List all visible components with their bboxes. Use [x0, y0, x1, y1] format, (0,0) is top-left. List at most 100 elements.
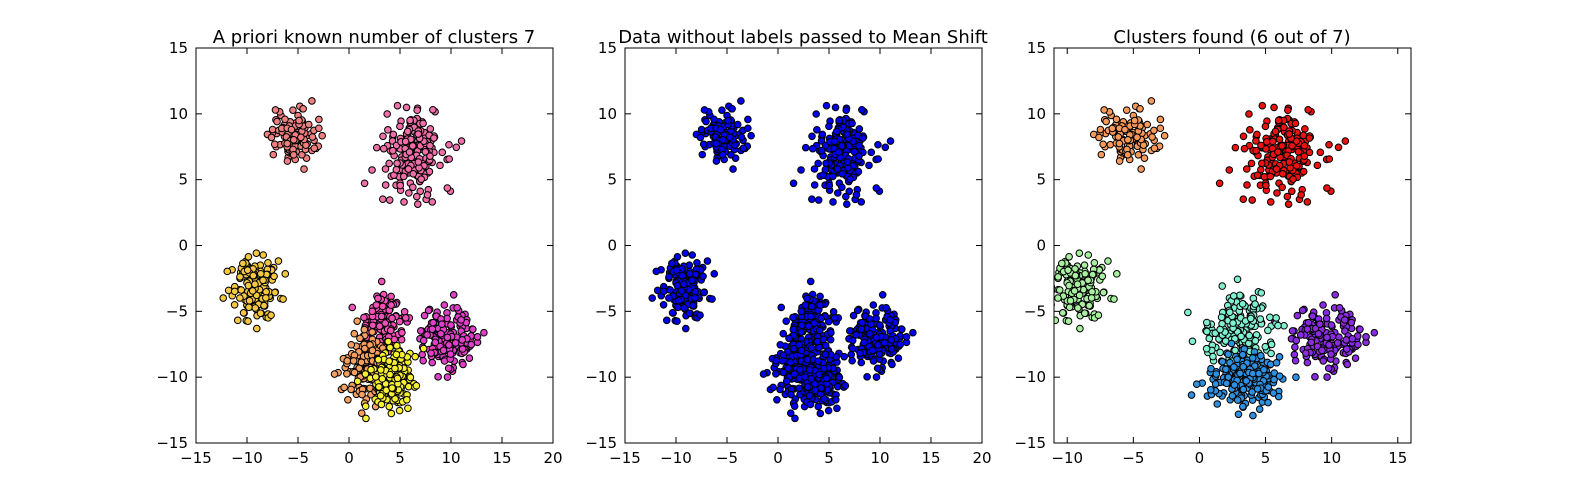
scatter-point [376, 391, 385, 400]
x-tick-label: 0 [1195, 449, 1205, 467]
scatter-point [1233, 396, 1242, 404]
scatter-point [1304, 318, 1313, 327]
scatter-point [1071, 271, 1080, 280]
scatter-point [1261, 342, 1270, 351]
scatter-point [1266, 172, 1275, 181]
scatter-point [673, 317, 681, 325]
scatter-point [816, 301, 824, 309]
scatter-point [1275, 372, 1284, 380]
scatter-point [814, 159, 822, 168]
scatter-point [801, 143, 810, 152]
scatter-point [406, 116, 414, 125]
scatter-point [859, 134, 867, 142]
scatter-point [1234, 410, 1243, 419]
scatter-point [1054, 294, 1062, 302]
scatter-point [815, 370, 823, 379]
scatter-point [1318, 346, 1326, 355]
scatter-point [343, 357, 352, 365]
scatter-point [400, 308, 409, 316]
scatter-point [680, 280, 688, 289]
scatter-point [405, 148, 414, 156]
scatter-point [797, 307, 806, 316]
scatter-point [776, 340, 785, 349]
scatter-point [1230, 363, 1238, 371]
scatter-point [718, 106, 726, 114]
scatter-point [440, 301, 449, 309]
scatter-point [279, 295, 287, 303]
scatter-point [847, 350, 856, 359]
scatter-point [1324, 364, 1333, 373]
scatter-point [1115, 157, 1124, 165]
y-tick-label: 15 [1027, 39, 1046, 57]
x-tick-label: 5 [1261, 449, 1271, 467]
scatter-point [699, 140, 708, 149]
scatter-point [1313, 161, 1322, 170]
scatter-point [427, 349, 435, 357]
scatter-point [1213, 400, 1222, 408]
scatter-point [1303, 358, 1312, 367]
scatter-point [887, 345, 896, 353]
scatter-point [831, 103, 840, 112]
scatter-point [848, 119, 856, 128]
scatter-point [1267, 340, 1276, 349]
scatter-point [1264, 326, 1272, 335]
scatter-point [368, 321, 377, 330]
y-tick-label: −15 [1014, 434, 1046, 452]
scatter-point [826, 335, 835, 344]
scatter-point [1356, 325, 1364, 334]
scatter-point [1222, 365, 1230, 374]
scatter-point [1267, 349, 1275, 358]
scatter-point [874, 155, 882, 163]
scatter-point [223, 267, 232, 276]
scatter-point [842, 106, 850, 115]
scatter-point [830, 314, 839, 322]
scatter-point [1273, 189, 1281, 197]
scatter-point [388, 384, 396, 392]
scatter-point [419, 336, 428, 345]
scatter-point [800, 373, 809, 381]
scatter-point [1248, 388, 1256, 396]
scatter-point [804, 322, 813, 331]
scatter-point [411, 352, 419, 361]
scatter-point [449, 291, 458, 299]
scatter-point [1348, 334, 1357, 343]
scatter-point [1218, 282, 1227, 290]
scatter-point [1097, 150, 1106, 159]
x-tick-label: 15 [921, 449, 940, 467]
scatter-point [361, 402, 370, 411]
scatter-point [1248, 196, 1256, 204]
scatter-point [648, 294, 657, 302]
scatter-point [404, 382, 413, 391]
scatter-point [1341, 316, 1349, 324]
scatter-point [726, 133, 734, 142]
scatter-point [1160, 131, 1169, 140]
scatter-point [1289, 175, 1297, 183]
scatter-point [452, 143, 461, 152]
scatter-point [1253, 171, 1262, 179]
x-tick-label: −15 [180, 449, 212, 467]
scatter-point [357, 358, 366, 367]
scatter-point [1205, 334, 1214, 343]
scatter-point [1304, 105, 1312, 114]
scatter-point [391, 395, 399, 403]
scatter-point [1239, 402, 1247, 411]
scatter-point [865, 161, 873, 170]
scatter-point [1115, 139, 1124, 148]
scatter-point [287, 125, 296, 134]
scatter-point [423, 191, 432, 199]
scatter-point [1272, 165, 1281, 173]
scatter-point [426, 125, 435, 133]
scatter-point [387, 301, 395, 309]
scatter-point [378, 375, 387, 383]
scatter-point [874, 140, 882, 149]
scatter-point [1266, 313, 1274, 322]
scatter-point [1237, 332, 1245, 341]
scatter-point [423, 331, 431, 339]
scatter-point [1242, 165, 1251, 173]
scatter-point [881, 143, 890, 152]
scatter-point [685, 309, 694, 318]
scatter-point [395, 406, 404, 415]
scatter-point [1233, 275, 1242, 284]
scatter-point [1327, 350, 1335, 358]
scatter-point [665, 294, 673, 302]
